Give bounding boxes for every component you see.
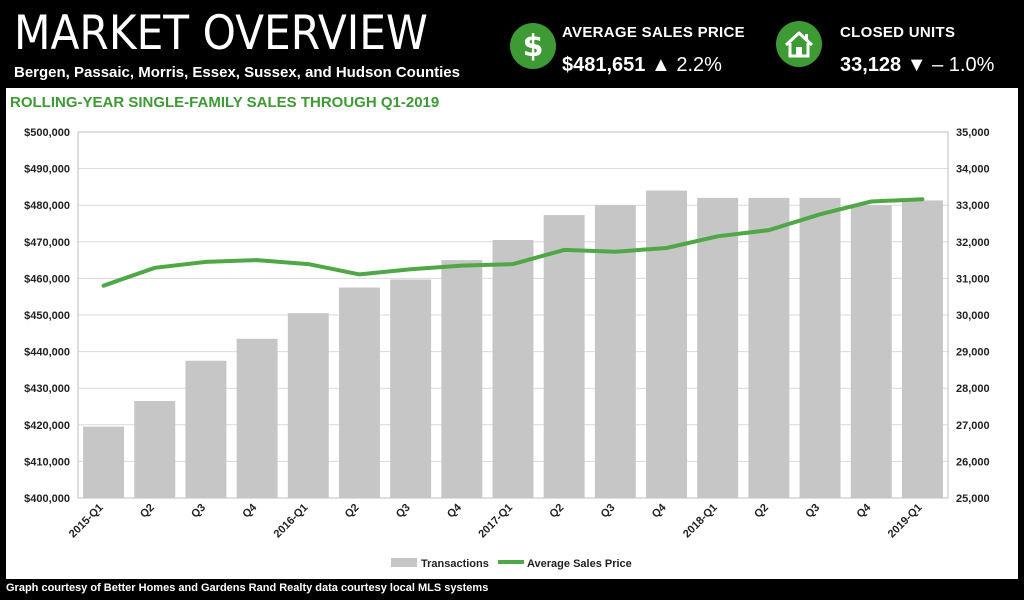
y-left-tick-label: $420,000: [24, 420, 70, 432]
bar: [236, 338, 278, 498]
x-tick-label: Q4: [650, 501, 669, 520]
avg-price-line: [101, 197, 925, 288]
down-arrow-icon: ▼: [906, 54, 927, 76]
x-tick-label: Q3: [394, 502, 413, 521]
y-right-tick-label: 33,000: [956, 200, 990, 212]
avg-price-value: $481,651: [562, 54, 646, 76]
bar: [287, 313, 329, 498]
y-left-tick-label: $500,000: [24, 127, 70, 139]
bar: [748, 197, 790, 498]
y-right-tick-label: 28,000: [956, 383, 990, 395]
y-right-tick-label: 27,000: [956, 420, 990, 432]
closed-units-value: 33,128: [840, 54, 902, 76]
x-tick-label: Q2: [547, 502, 566, 521]
y-left-tick-label: $450,000: [24, 310, 70, 322]
y-right-tick-label: 34,000: [956, 164, 990, 176]
y-left-tick-label: $440,000: [24, 347, 70, 359]
avg-price-value-row: $481,651 ▲ 2.2%: [562, 54, 722, 77]
bar: [492, 239, 534, 498]
y-left-tick-label: $480,000: [24, 200, 70, 212]
chart-title: ROLLING-YEAR SINGLE-FAMILY SALES THROUGH…: [10, 94, 440, 111]
bar: [390, 279, 432, 498]
bar: [799, 197, 841, 498]
y-left-tick-label: $400,000: [24, 493, 70, 505]
x-tick-label: 2015-Q1: [67, 502, 106, 541]
bar: [185, 360, 227, 498]
y-right-tick-label: 35,000: [956, 127, 990, 139]
legend-line-label: Average Sales Price: [527, 558, 632, 570]
bar: [441, 260, 483, 498]
y-right-tick-label: 32,000: [956, 237, 990, 249]
house-icon: [776, 21, 822, 67]
y-left-tick-label: $470,000: [24, 237, 70, 249]
bar: [339, 287, 380, 498]
y-left-tick-label: $490,000: [24, 164, 70, 176]
bar: [697, 197, 739, 498]
footer-credit: Graph courtesy of Better Homes and Garde…: [6, 582, 489, 594]
y-right-tick-label: 26,000: [956, 456, 990, 468]
x-tick-label: Q4: [854, 501, 873, 520]
x-tick-label: 2016-Q1: [272, 502, 311, 541]
y-right-tick-label: 29,000: [956, 347, 990, 359]
page-title: MARKET OVERVIEW: [14, 6, 428, 61]
y-right-tick-label: 25,000: [956, 493, 990, 505]
closed-units-label: CLOSED UNITS: [840, 24, 956, 41]
closed-units-value-row: 33,128 ▼ – 1.0%: [840, 54, 994, 77]
legend-bar-swatch: [391, 558, 417, 567]
x-tick-label: Q2: [752, 502, 771, 521]
x-tick-label: 2017-Q1: [476, 502, 515, 541]
x-tick-label: Q2: [343, 502, 362, 521]
dollar-icon: $: [510, 23, 556, 69]
x-tick-label: Q3: [599, 502, 618, 521]
y-left-tick-label: $460,000: [24, 273, 70, 285]
x-tick-label: Q3: [803, 502, 822, 521]
avg-price-label: AVERAGE SALES PRICE: [562, 24, 745, 41]
combo-chart: $400,000 25,000 $410,000 26,000 $420,000 27,0…: [24, 127, 990, 570]
avg-price-change: 2.2%: [676, 54, 722, 76]
bar: [646, 190, 687, 498]
bar: [901, 200, 943, 498]
up-arrow-icon: ▲: [650, 54, 671, 76]
x-tick-label: 2018-Q1: [681, 502, 720, 541]
legend-bar-label: Transactions: [421, 558, 489, 570]
x-tick-label: Q4: [240, 501, 259, 520]
closed-units-change: – 1.0%: [932, 54, 995, 76]
chart-panel: ROLLING-YEAR SINGLE-FAMILY SALES THROUGH…: [6, 88, 1018, 579]
page-subtitle: Bergen, Passaic, Morris, Essex, Sussex, …: [14, 64, 460, 81]
x-tick-label: Q4: [445, 501, 464, 520]
svg-text:$: $: [523, 29, 544, 64]
bar: [594, 205, 636, 498]
y-right-tick-label: 31,000: [956, 273, 990, 285]
bar: [543, 215, 585, 498]
x-tick-label: Q3: [189, 502, 208, 521]
header: MARKET OVERVIEW Bergen, Passaic, Morris,…: [0, 0, 1024, 88]
y-left-tick-label: $410,000: [24, 456, 70, 468]
bar: [850, 205, 892, 498]
x-tick-label: Q2: [138, 502, 157, 521]
x-tick-label: 2019-Q1: [886, 502, 925, 541]
bar: [134, 401, 176, 498]
y-right-tick-label: 30,000: [956, 310, 990, 322]
bar: [83, 426, 125, 498]
y-left-tick-label: $430,000: [24, 383, 70, 395]
